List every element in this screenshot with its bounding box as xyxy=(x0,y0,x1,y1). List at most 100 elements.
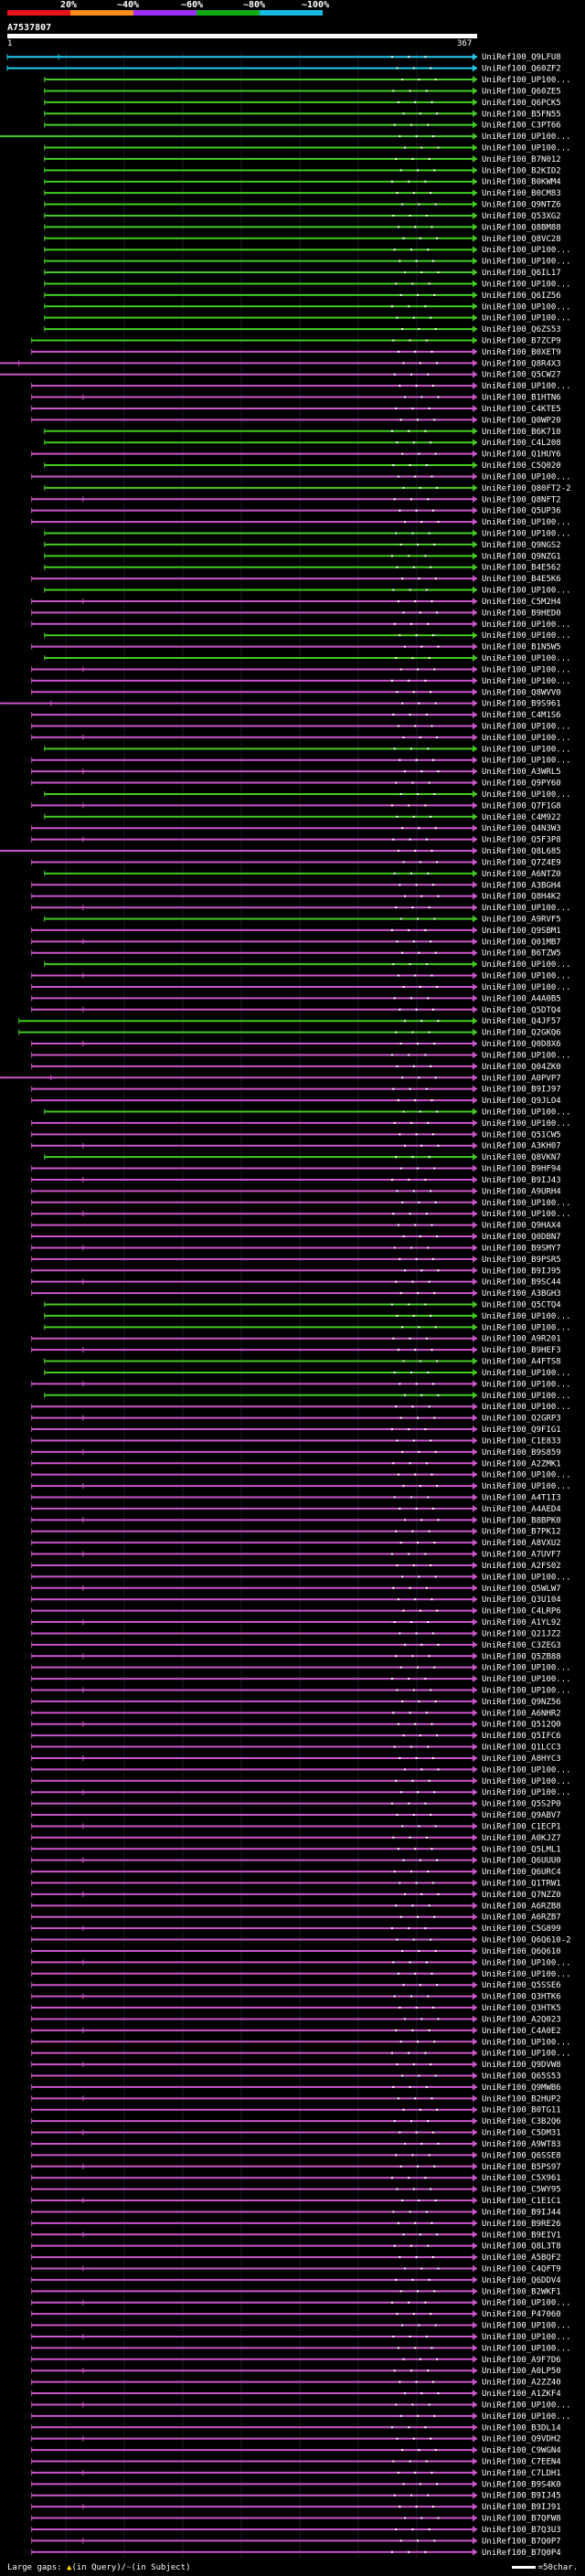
hit-row[interactable]: UniRef100_Q65S53 xyxy=(31,2072,561,2082)
hit-row[interactable]: UniRef100_A3BGH4 xyxy=(31,881,561,890)
hit-row[interactable]: UniRef100_C1E833 xyxy=(31,1436,561,1446)
hit-accession-link[interactable]: UniRef100_Q3HTK6 xyxy=(482,1993,561,2002)
hit-row[interactable]: UniRef100_C5M2H4 xyxy=(31,597,561,607)
hit-row[interactable]: UniRef100_UP100... xyxy=(44,529,571,539)
hit-accession-link[interactable]: UniRef100_UP100... xyxy=(482,790,571,800)
hit-accession-link[interactable]: UniRef100_Q53XG2 xyxy=(482,212,561,221)
hit-row[interactable]: UniRef100_Q7NZZ0 xyxy=(31,1890,561,1900)
hit-row[interactable]: UniRef100_B2HUP2 xyxy=(31,2094,561,2104)
hit-accession-link[interactable]: UniRef100_UP100... xyxy=(482,972,571,981)
hit-row[interactable]: UniRef100_B9SC44 xyxy=(31,1277,561,1288)
hit-accession-link[interactable]: UniRef100_C9WGN4 xyxy=(482,2446,561,2455)
hit-accession-link[interactable]: UniRef100_A6RZB7 xyxy=(482,1913,561,1923)
hit-accession-link[interactable]: UniRef100_Q6ZS53 xyxy=(482,325,561,334)
hit-row[interactable]: UniRef100_Q8H4K2 xyxy=(31,892,561,902)
hit-row[interactable]: UniRef100_UP100... xyxy=(31,1482,571,1491)
hit-accession-link[interactable]: UniRef100_B0KWM4 xyxy=(482,178,561,187)
hit-accession-link[interactable]: UniRef100_Q9NTZ6 xyxy=(482,201,561,210)
hit-accession-link[interactable]: UniRef100_B2WKF1 xyxy=(482,2287,561,2296)
hit-row[interactable]: UniRef100_Q9HAX4 xyxy=(31,1221,561,1231)
hit-row[interactable]: UniRef100_Q1HUY6 xyxy=(31,450,561,460)
hit-accession-link[interactable]: UniRef100_A4FTS8 xyxy=(482,1358,561,1367)
hit-accession-link[interactable]: UniRef100_C3PT66 xyxy=(482,122,561,131)
hit-accession-link[interactable]: UniRef100_UP100... xyxy=(482,76,571,85)
hit-accession-link[interactable]: UniRef100_Q9NZG1 xyxy=(482,552,561,561)
hit-accession-link[interactable]: UniRef100_A3KH07 xyxy=(482,1142,561,1151)
hit-row[interactable]: UniRef100_C4L208 xyxy=(44,439,561,448)
hit-accession-link[interactable]: UniRef100_B9EIV1 xyxy=(482,2231,561,2240)
hit-row[interactable]: UniRef100_B0KWM4 xyxy=(44,177,561,187)
hit-accession-link[interactable]: UniRef100_Q5ZB88 xyxy=(482,1652,561,1661)
hit-accession-link[interactable]: UniRef100_B9SMY7 xyxy=(482,1244,561,1253)
hit-accession-link[interactable]: UniRef100_A1YL92 xyxy=(482,1618,561,1627)
hit-row[interactable]: UniRef100_UP100... xyxy=(44,586,571,596)
hit-accession-link[interactable]: UniRef100_UP100... xyxy=(482,280,571,289)
hit-row[interactable]: UniRef100_UP100... xyxy=(31,1210,571,1219)
hit-accession-link[interactable]: UniRef100_UP100... xyxy=(482,723,571,732)
hit-row[interactable]: UniRef100_Q6Q610 xyxy=(31,1946,561,1956)
hit-accession-link[interactable]: UniRef100_Q8WVV0 xyxy=(482,688,561,697)
hit-accession-link[interactable]: UniRef100_UP100... xyxy=(482,2401,571,2410)
hit-row[interactable]: UniRef100_UP100... xyxy=(31,982,571,992)
hit-accession-link[interactable]: UniRef100_Q8R4X3 xyxy=(482,359,561,368)
hit-row[interactable]: UniRef100_B5PS97 xyxy=(31,2162,561,2172)
hit-accession-link[interactable]: UniRef100_A9R201 xyxy=(482,1335,561,1344)
hit-row[interactable]: UniRef100_Q6PCK5 xyxy=(44,98,561,108)
hit-accession-link[interactable]: UniRef100_UP100... xyxy=(482,1471,571,1480)
hit-row[interactable]: UniRef100_A2Q023 xyxy=(31,2015,561,2024)
hit-accession-link[interactable]: UniRef100_A0KJZ7 xyxy=(482,1834,561,1843)
hit-row[interactable]: UniRef100_Q8R4X3 xyxy=(0,359,561,368)
hit-accession-link[interactable]: UniRef100_Q0DBN7 xyxy=(482,1233,561,1242)
hit-accession-link[interactable]: UniRef100_B9IJ97 xyxy=(482,1086,561,1095)
hit-row[interactable]: UniRef100_UP100... xyxy=(31,665,571,674)
hit-row[interactable]: UniRef100_UP100... xyxy=(31,1675,571,1684)
hit-accession-link[interactable]: UniRef100_C5M2H4 xyxy=(482,598,561,607)
hit-accession-link[interactable]: UniRef100_A2ZZ40 xyxy=(482,2379,561,2388)
hit-row[interactable]: UniRef100_B3DL14 xyxy=(31,2423,561,2433)
hit-accession-link[interactable]: UniRef100_Q6IL17 xyxy=(482,269,561,278)
hit-row[interactable]: UniRef100_B9EIV1 xyxy=(31,2231,561,2240)
hit-accession-link[interactable]: UniRef100_UP100... xyxy=(482,1687,571,1696)
hit-accession-link[interactable]: UniRef100_A2FS02 xyxy=(482,1562,561,1571)
hit-accession-link[interactable]: UniRef100_C4KTE5 xyxy=(482,405,561,414)
hit-row[interactable]: UniRef100_A3WRL5 xyxy=(31,768,561,777)
hit-accession-link[interactable]: UniRef100_C4A0E2 xyxy=(482,2027,561,2036)
hit-row[interactable]: UniRef100_Q8L685 xyxy=(0,847,561,856)
hit-accession-link[interactable]: UniRef100_C1E1C1 xyxy=(482,2197,561,2206)
hit-accession-link[interactable]: UniRef100_UP100... xyxy=(482,587,571,596)
hit-row[interactable]: UniRef100_UP100... xyxy=(31,1958,571,1967)
hit-accession-link[interactable]: UniRef100_B9HF94 xyxy=(482,1165,561,1174)
hit-row[interactable]: UniRef100_UP100... xyxy=(31,2049,571,2059)
hit-row[interactable]: UniRef100_B0TG11 xyxy=(31,2105,561,2115)
hit-accession-link[interactable]: UniRef100_Q3HTK5 xyxy=(482,2004,561,2013)
hit-accession-link[interactable]: UniRef100_Q5LML1 xyxy=(482,1845,561,1854)
hit-accession-link[interactable]: UniRef100_UP100... xyxy=(482,1312,571,1321)
hit-accession-link[interactable]: UniRef100_UP100... xyxy=(482,2038,571,2047)
hit-accession-link[interactable]: UniRef100_UP100... xyxy=(482,677,571,686)
hit-row[interactable]: UniRef100_UP100... xyxy=(44,790,571,800)
hit-row[interactable]: UniRef100_Q9SBM1 xyxy=(31,926,561,936)
hit-accession-link[interactable]: UniRef100_B7PK12 xyxy=(482,1528,561,1537)
hit-row[interactable]: UniRef100_UP100... xyxy=(31,1051,571,1060)
hit-accession-link[interactable]: UniRef100_Q9FIG1 xyxy=(482,1426,561,1435)
hit-accession-link[interactable]: UniRef100_B4E5K6 xyxy=(482,575,561,584)
hit-row[interactable]: UniRef100_Q9LFU8 xyxy=(6,53,561,62)
hit-accession-link[interactable]: UniRef100_B1N5W5 xyxy=(482,643,561,652)
hit-accession-link[interactable]: UniRef100_Q01MB7 xyxy=(482,938,561,947)
hit-row[interactable]: UniRef100_UP100... xyxy=(44,302,571,312)
hit-row[interactable]: UniRef100_UP100... xyxy=(44,631,571,641)
hit-accession-link[interactable]: UniRef100_UP100... xyxy=(482,1119,571,1129)
hit-row[interactable]: UniRef100_C7EEN4 xyxy=(31,2457,561,2467)
hit-accession-link[interactable]: UniRef100_Q6URC4 xyxy=(482,1868,561,1877)
hit-accession-link[interactable]: UniRef100_UP100... xyxy=(482,1369,571,1378)
hit-row[interactable]: UniRef100_B7N012 xyxy=(44,154,561,164)
hit-accession-link[interactable]: UniRef100_A3WRL5 xyxy=(482,768,561,777)
hit-row[interactable]: UniRef100_A5BQF2 xyxy=(31,2253,561,2263)
hit-accession-link[interactable]: UniRef100_Q8VKN7 xyxy=(482,1153,561,1162)
hit-accession-link[interactable]: UniRef100_Q0D8X6 xyxy=(482,1040,561,1049)
hit-row[interactable]: UniRef100_B6TZW5 xyxy=(31,949,561,959)
hit-accession-link[interactable]: UniRef100_A2ZMK1 xyxy=(482,1459,561,1468)
hit-accession-link[interactable]: UniRef100_B2KID2 xyxy=(482,166,561,175)
hit-accession-link[interactable]: UniRef100_A2Q023 xyxy=(482,2015,561,2024)
hit-row[interactable]: UniRef100_C3ZEG3 xyxy=(31,1640,561,1650)
